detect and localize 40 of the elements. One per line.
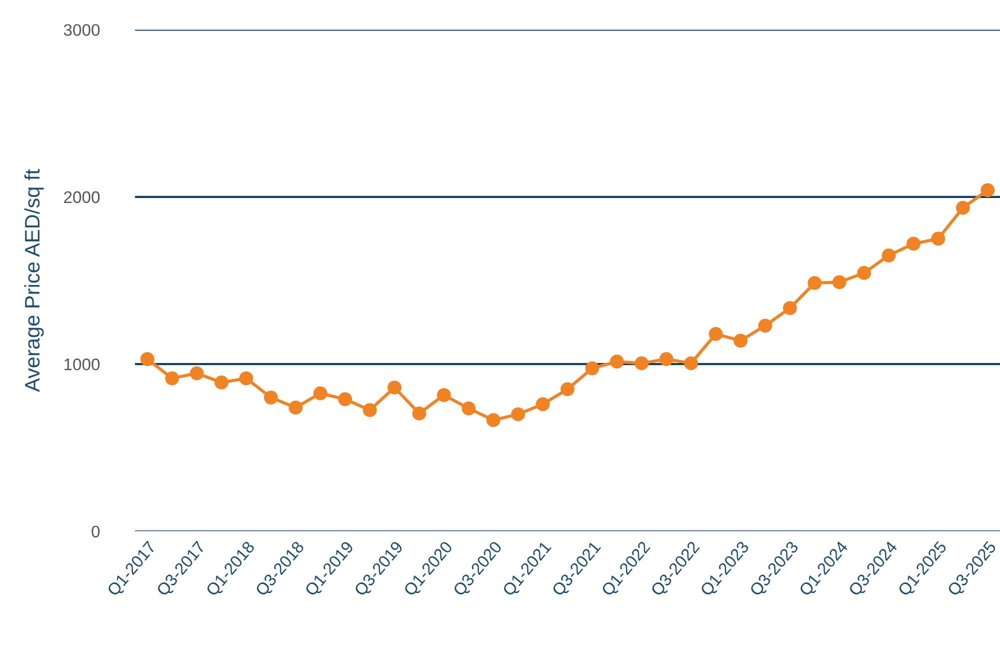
point [956, 200, 970, 215]
point [214, 376, 228, 390]
y-tick-label: 2000 [64, 191, 100, 204]
point [585, 361, 600, 376]
point [486, 413, 500, 428]
point [288, 400, 303, 415]
point [857, 266, 872, 280]
point [980, 183, 995, 198]
point [436, 388, 451, 402]
y-axis-title: Average Price AED/sq ft [24, 169, 44, 392]
y-tick-label: 3000 [64, 24, 100, 36]
point [882, 248, 896, 262]
point [511, 407, 526, 422]
point [388, 380, 402, 394]
point [931, 232, 946, 246]
point [362, 403, 377, 418]
point [734, 334, 748, 348]
point [165, 371, 180, 386]
point [338, 392, 352, 406]
point [264, 390, 278, 404]
point [140, 352, 154, 366]
point [684, 356, 698, 370]
point [239, 371, 254, 386]
point [832, 275, 846, 290]
y-tick-label: 0 [92, 526, 100, 538]
point [190, 366, 204, 380]
point [708, 327, 723, 341]
point [412, 406, 426, 420]
point [808, 276, 822, 290]
point [462, 401, 476, 416]
point [634, 356, 649, 370]
point [659, 352, 674, 366]
y-tick-label: 1000 [64, 358, 100, 370]
point [536, 397, 550, 412]
point [313, 386, 328, 400]
point [610, 354, 624, 369]
point [560, 382, 574, 396]
point [906, 236, 920, 251]
point [782, 301, 797, 316]
point [758, 318, 772, 333]
